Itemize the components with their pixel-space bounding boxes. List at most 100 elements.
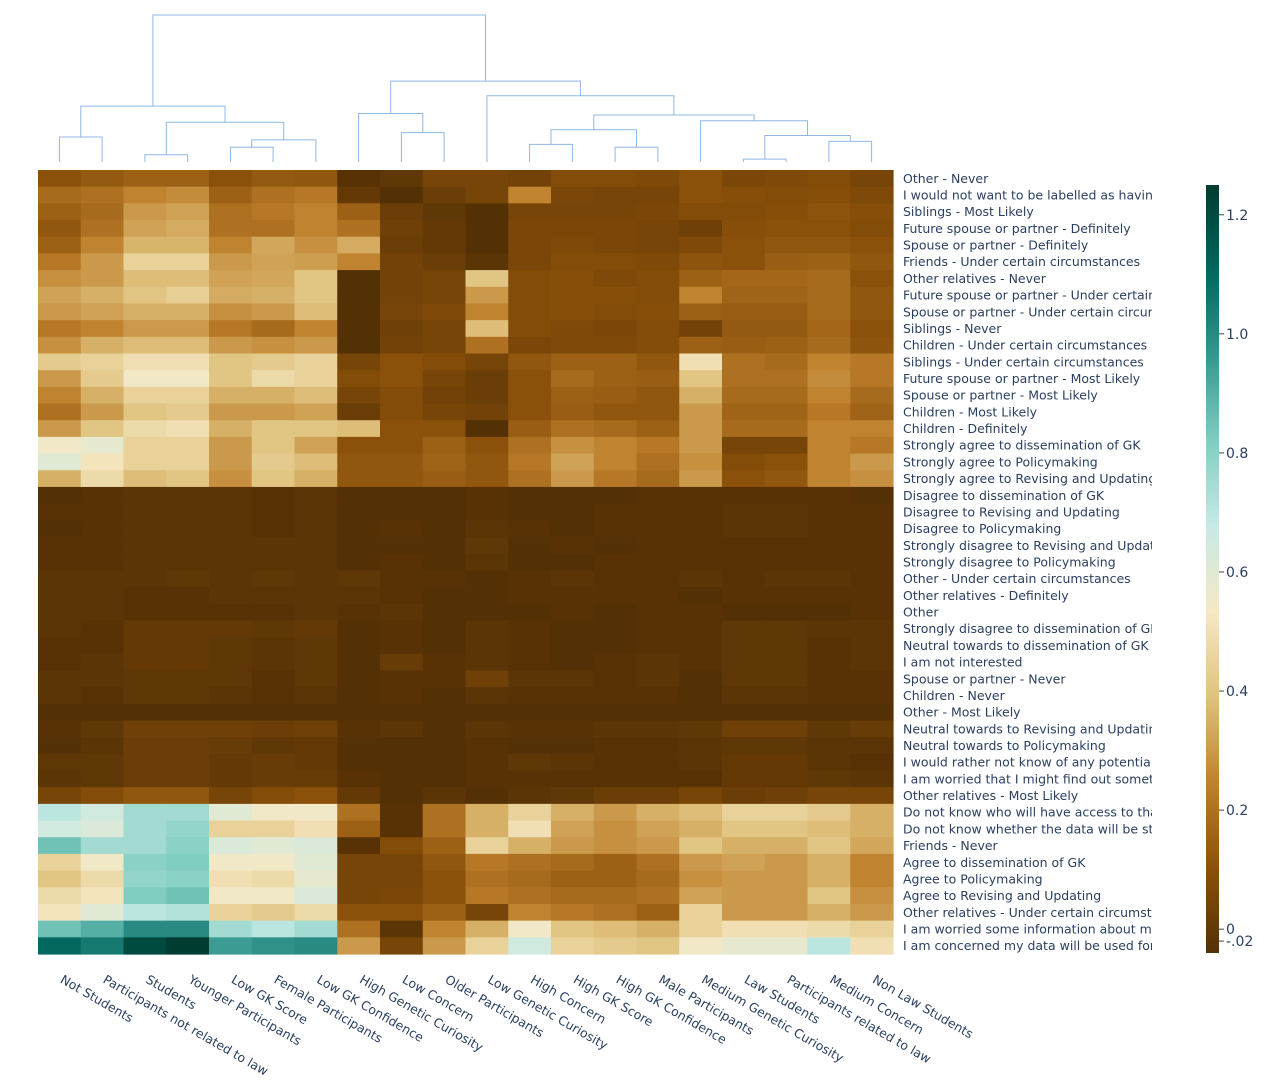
- heatmap-cell: [422, 753, 467, 772]
- heatmap-cell: [722, 770, 766, 788]
- heatmap-cell: [166, 303, 210, 321]
- heatmap-cell: [764, 436, 809, 455]
- heatmap-cell: [508, 837, 552, 855]
- heatmap-cell: [679, 170, 723, 188]
- heatmap-cell: [636, 720, 680, 738]
- heatmap-cell: [38, 470, 82, 488]
- heatmap-cell: [679, 937, 723, 955]
- heatmap-cell: [679, 353, 723, 371]
- heatmap-cell: [166, 470, 210, 488]
- row-label: Other - Never: [903, 171, 989, 186]
- heatmap-cell: [166, 603, 210, 621]
- heatmap-cell: [722, 937, 766, 955]
- heatmap-cell: [294, 536, 338, 555]
- heatmap-cell: [80, 687, 125, 705]
- heatmap-cell: [807, 620, 851, 638]
- heatmap-cell: [593, 837, 638, 855]
- heatmap-cell: [807, 870, 851, 888]
- heatmap-cell: [251, 253, 296, 271]
- heatmap-cell: [807, 170, 851, 188]
- heatmap-cell: [764, 570, 809, 588]
- heatmap-cell: [465, 920, 509, 938]
- heatmap-cell: [679, 286, 723, 305]
- row-label: I am not interested: [903, 655, 1023, 670]
- heatmap-cell: [80, 653, 125, 672]
- heatmap-cell: [593, 386, 638, 405]
- heatmap-cell: [722, 920, 766, 938]
- heatmap-cell: [251, 787, 296, 805]
- heatmap-cell: [551, 753, 595, 772]
- heatmap-cell: [251, 186, 296, 204]
- heatmap-cell: [551, 303, 595, 321]
- heatmap-cell: [764, 303, 809, 321]
- heatmap-cell: [209, 603, 253, 621]
- heatmap-cell: [722, 486, 766, 505]
- heatmap-cell: [465, 520, 509, 538]
- heatmap-cell: [850, 203, 894, 221]
- heatmap-cell: [465, 620, 509, 638]
- heatmap-cell: [38, 286, 82, 305]
- heatmap-cell: [850, 853, 894, 872]
- heatmap-cell: [294, 220, 338, 238]
- heatmap-cell: [636, 420, 680, 438]
- heatmap-cell: [251, 820, 296, 838]
- heatmap-cell: [294, 770, 338, 788]
- heatmap-cell: [850, 903, 894, 922]
- heatmap-cell: [679, 203, 723, 221]
- heatmap-cell: [337, 653, 381, 672]
- heatmap-cell: [636, 236, 680, 254]
- dendrogram-branch: [152, 14, 486, 107]
- heatmap-cell: [508, 320, 552, 338]
- heatmap-cell: [123, 253, 167, 271]
- heatmap-cell: [80, 370, 125, 388]
- heatmap-cell: [508, 570, 552, 588]
- heatmap-cell: [807, 503, 851, 521]
- heatmap-cell: [422, 653, 467, 672]
- heatmap-cell: [380, 603, 424, 621]
- heatmap-cell: [123, 587, 167, 605]
- heatmap-cell: [38, 336, 82, 355]
- heatmap-cell: [380, 620, 424, 638]
- heatmap-cell: [722, 170, 766, 188]
- heatmap-cell: [337, 503, 381, 521]
- heatmap-cell: [123, 336, 167, 355]
- heatmap-cell: [209, 270, 253, 288]
- heatmap-cell: [422, 436, 467, 455]
- heatmap-cell: [636, 820, 680, 838]
- heatmap-cell: [80, 286, 125, 305]
- heatmap-cell: [508, 170, 552, 188]
- heatmap-cell: [422, 720, 467, 738]
- heatmap-cell: [593, 470, 638, 488]
- heatmap-cell: [593, 353, 638, 371]
- heatmap-cell: [80, 937, 125, 955]
- heatmap-cell: [251, 620, 296, 638]
- heatmap-cell: [422, 920, 467, 938]
- heatmap-cell: [422, 170, 467, 188]
- heatmap-cell: [508, 720, 552, 738]
- heatmap-cell: [123, 737, 167, 755]
- heatmap-cell: [209, 470, 253, 488]
- dendrogram-branch: [700, 120, 808, 162]
- heatmap-cell: [508, 687, 552, 705]
- heatmap-cell: [251, 653, 296, 672]
- heatmap-cell: [209, 353, 253, 371]
- heatmap-cell: [551, 470, 595, 488]
- heatmap-cell: [551, 937, 595, 955]
- heatmap-cell: [551, 820, 595, 838]
- heatmap-cell: [465, 220, 509, 238]
- dendrogram-branch: [80, 105, 226, 137]
- heatmap-cell: [722, 553, 766, 571]
- heatmap-cell: [465, 470, 509, 488]
- row-label: Children - Most Likely: [903, 404, 1038, 419]
- heatmap-cell: [422, 887, 467, 905]
- heatmap-cell: [636, 403, 680, 421]
- heatmap-cell: [80, 453, 125, 471]
- heatmap-cell: [722, 536, 766, 555]
- heatmap-cell: [166, 203, 210, 221]
- heatmap-cell: [850, 486, 894, 505]
- heatmap-cell: [337, 603, 381, 621]
- heatmap-cell: [465, 236, 509, 254]
- heatmap-cell: [422, 353, 467, 371]
- heatmap-cell: [337, 403, 381, 421]
- heatmap-cell: [294, 453, 338, 471]
